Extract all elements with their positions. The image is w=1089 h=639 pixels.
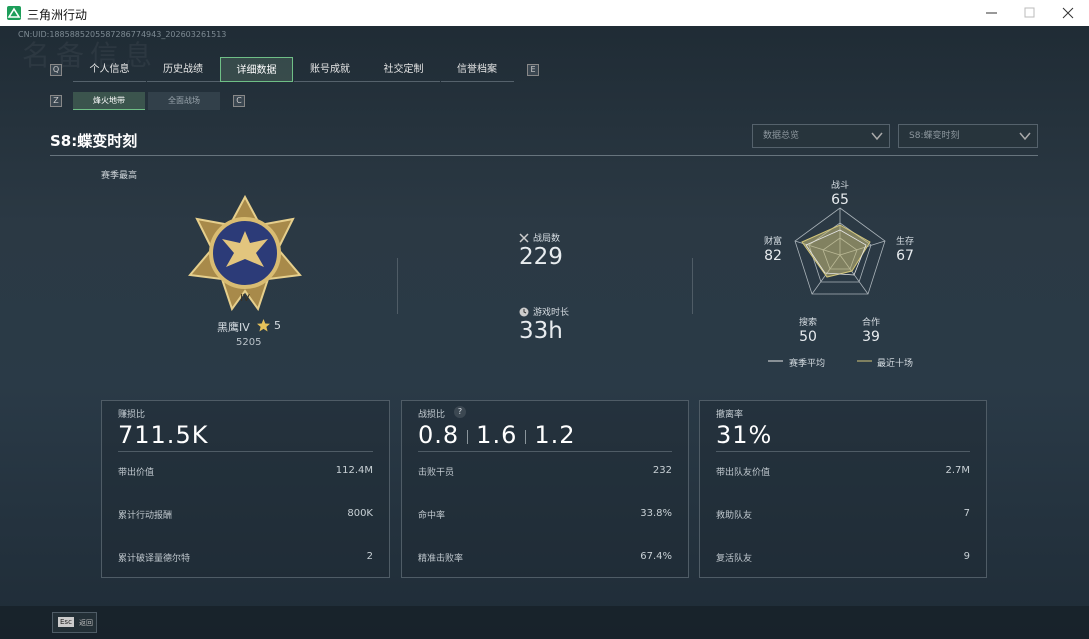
- radar-value: 82: [764, 248, 782, 264]
- radar-value: 39: [862, 329, 880, 345]
- star-icon: [257, 319, 270, 332]
- watermark: 名备信息: [22, 39, 159, 72]
- row-value: 2.7M: [945, 465, 970, 476]
- stat-label: 战局数: [533, 234, 561, 244]
- subtab[interactable]: 烽火地带: [73, 92, 145, 110]
- row-label: 击败干员: [418, 468, 455, 478]
- radar-chart: [768, 207, 886, 362]
- card-label: 撤离率: [716, 410, 744, 420]
- dropdown-label: 数据总览: [763, 131, 800, 141]
- dropdown-label: S8:蝶变时刻: [909, 131, 960, 141]
- card-value: 1.2: [534, 421, 576, 449]
- card-value: 1.6: [476, 421, 518, 449]
- season-title: S8:蝶变时刻: [50, 132, 138, 150]
- key-hint: C: [233, 95, 245, 107]
- row-value: 112.4M: [335, 465, 373, 476]
- tab[interactable]: 详细数据: [220, 57, 293, 82]
- key-hint: Q: [50, 64, 62, 76]
- divider: [716, 451, 970, 452]
- divider: [397, 258, 398, 314]
- row-value: 2: [366, 551, 373, 562]
- row-label: 救助队友: [716, 511, 753, 521]
- tab[interactable]: 历史战绩: [146, 57, 220, 82]
- row-label: 命中率: [418, 511, 446, 521]
- card-values: 0.8 1.6 1.2: [418, 421, 576, 449]
- window-controls[interactable]: [980, 6, 1080, 20]
- card-label: 战损比: [418, 410, 446, 420]
- rank-label: 赛季最高: [101, 171, 138, 181]
- radar-value: 67: [896, 248, 914, 264]
- row-value: 800K: [347, 508, 373, 519]
- value-separator: [525, 430, 527, 444]
- battle-icon: [519, 233, 529, 243]
- radar-label: 搜索: [798, 318, 817, 328]
- subtab[interactable]: 全面战场: [148, 92, 220, 110]
- clock-icon: [519, 307, 529, 317]
- row-value: 7: [963, 508, 970, 519]
- back-label: 返回: [79, 619, 93, 627]
- card-label: 赚损比: [118, 410, 146, 420]
- stat-label: 游戏时长: [533, 308, 570, 318]
- row-label: 带出价值: [118, 468, 155, 478]
- card-value: 0.8: [418, 421, 460, 449]
- row-value: 232: [652, 465, 672, 476]
- value-separator: [467, 430, 469, 444]
- row-value: 33.8%: [640, 508, 672, 519]
- rank-score: 5205: [236, 337, 262, 348]
- legend-label: 最近十场: [877, 359, 914, 369]
- rank-stars: 5: [274, 319, 281, 332]
- tab[interactable]: 个人信息: [73, 57, 146, 82]
- stat-value: 229: [519, 244, 563, 270]
- stat-value: 33h: [519, 318, 563, 344]
- row-value: 9: [963, 551, 970, 562]
- stat-card: 赚损比 711.5K 带出价值 112.4M 累计行动报酬 800K 累计破译量德尔特 2: [101, 400, 390, 578]
- footer: [0, 606, 1089, 639]
- uid: CN:UID:1885885205587286774943_2026032615…: [18, 30, 227, 39]
- window-title: 三角洲行动: [27, 8, 88, 22]
- legend-label: 赛季平均: [789, 359, 826, 369]
- tab[interactable]: 社交定制: [367, 57, 440, 82]
- divider: [418, 451, 672, 452]
- tab[interactable]: 信誉档案: [440, 57, 514, 82]
- radar-value: 65: [831, 192, 849, 208]
- stat-card: 撤离率 31% 带出队友价值 2.7M 救助队友 7 复活队友 9: [699, 400, 987, 578]
- app-icon: [7, 6, 21, 20]
- rank-name: 黑鹰IV: [217, 321, 250, 334]
- row-label: 复活队友: [716, 554, 753, 564]
- key-hint: Esc: [58, 617, 74, 627]
- svg-text:IV: IV: [240, 293, 250, 304]
- row-label: 精准击败率: [418, 554, 464, 564]
- radar-label: 战斗: [830, 181, 849, 191]
- radar-label: 合作: [861, 318, 880, 328]
- card-value: 31%: [716, 421, 773, 449]
- divider: [692, 258, 693, 314]
- tab[interactable]: 账号成就: [293, 57, 367, 82]
- radar-label: 财富: [763, 237, 782, 247]
- divider: [118, 451, 373, 452]
- divider: [50, 155, 1038, 156]
- row-label: 累计破译量德尔特: [118, 554, 191, 564]
- stat-card: 战损比? 0.8 1.6 1.2 击败干员 232 命中率 33.8% 精准击败率 67.4%: [401, 400, 689, 578]
- key-hint: E: [527, 64, 539, 76]
- help-icon[interactable]: ?: [454, 406, 466, 418]
- row-value: 67.4%: [640, 551, 672, 562]
- radar-value: 50: [799, 329, 817, 345]
- dropdown[interactable]: S8:蝶变时刻: [898, 124, 1038, 148]
- title-bar: 三角洲行动: [0, 0, 1089, 26]
- row-label: 带出队友价值: [716, 468, 771, 478]
- dropdown[interactable]: 数据总览: [752, 124, 890, 148]
- radar-label: 生存: [895, 237, 914, 247]
- key-hint: Z: [50, 95, 62, 107]
- card-value: 711.5K: [118, 421, 209, 449]
- row-label: 累计行动报酬: [118, 511, 173, 521]
- back-button[interactable]: Esc 返回: [52, 612, 97, 633]
- rank-medal: IV: [188, 195, 302, 312]
